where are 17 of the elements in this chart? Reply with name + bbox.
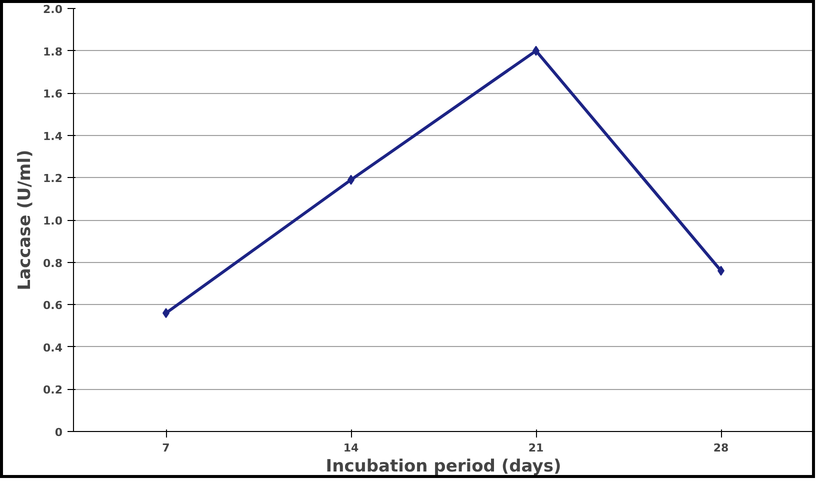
- y-tick-label: 1.0: [43, 214, 63, 228]
- y-tick-label: 2.0: [43, 3, 63, 16]
- y-tick-label: 0.6: [43, 299, 63, 312]
- y-tick-label: 1.8: [43, 45, 63, 58]
- x-tick-label: 7: [162, 442, 170, 454]
- y-tick-label: 0.4: [43, 341, 63, 354]
- x-axis-title: Incubation period (days): [326, 456, 562, 476]
- y-tick-label: 0.2: [43, 384, 63, 397]
- y-tick-label: 1.6: [43, 88, 63, 101]
- x-tick-label: 21: [528, 442, 544, 454]
- y-tick-label: 0.8: [43, 256, 63, 270]
- x-tick-label: 28: [713, 442, 729, 454]
- x-tick-label: 14: [343, 442, 359, 454]
- y-tick-label: 1.4: [43, 130, 63, 143]
- y-tick-label: 1.2: [43, 172, 63, 186]
- y-tick-label: 0: [54, 426, 63, 439]
- y-axis-title: Laccase (U/ml): [15, 150, 36, 290]
